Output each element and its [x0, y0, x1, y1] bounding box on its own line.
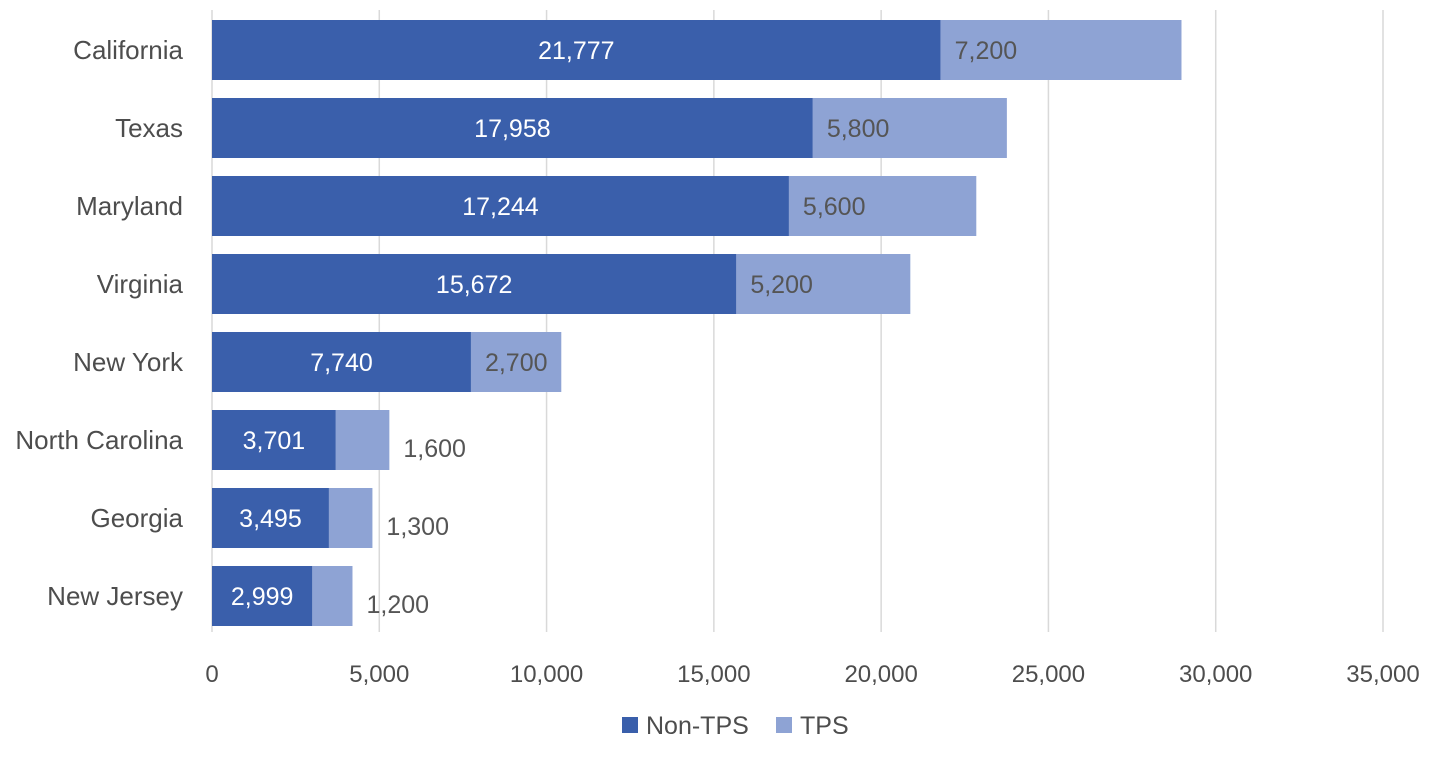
x-tick-label: 15,000: [677, 661, 750, 688]
category-label: New York: [73, 347, 184, 377]
bar-non-tps: [212, 410, 336, 470]
legend-label: TPS: [800, 712, 849, 740]
data-label-tps: 1,300: [386, 513, 449, 541]
bar-non-tps: [212, 20, 941, 80]
x-tick-label: 10,000: [510, 661, 583, 688]
category-label: Maryland: [76, 191, 183, 221]
category-label: California: [73, 35, 183, 65]
x-tick-label: 30,000: [1179, 661, 1252, 688]
data-label-non-tps: 15,672: [436, 271, 512, 299]
bar-tps: [335, 410, 390, 470]
data-label-tps: 1,600: [403, 435, 466, 463]
x-tick-label: 0: [205, 661, 218, 688]
data-label-non-tps: 17,958: [474, 115, 550, 143]
bar-tps: [736, 254, 911, 314]
data-labels: 21,777 7,200 17,958 5,800 17,244 5,600 15,672 5…: [231, 37, 1017, 619]
bar-tps: [788, 176, 977, 236]
bar-tps: [940, 20, 1182, 80]
data-label-tps: 5,800: [827, 115, 890, 143]
data-label-tps: 5,200: [750, 271, 813, 299]
data-label-non-tps: 2,999: [231, 583, 294, 611]
data-label-tps: 5,600: [803, 193, 866, 221]
category-label: North Carolina: [15, 425, 183, 455]
bar-tps: [312, 566, 353, 626]
category-label: New Jersey: [47, 581, 183, 611]
value-axis: 0 5,000 10,000 15,000 20,000 25,000 30,000 35,0…: [205, 661, 1419, 688]
data-label-tps: 1,200: [366, 591, 429, 619]
bar-tps: [470, 332, 562, 392]
bar-non-tps: [212, 254, 737, 314]
data-label-non-tps: 17,244: [462, 193, 539, 221]
data-label-non-tps: 3,495: [239, 505, 302, 533]
data-label-tps: 7,200: [955, 37, 1018, 65]
x-tick-label: 5,000: [349, 661, 409, 688]
category-label: Virginia: [97, 269, 184, 299]
bar-non-tps: [212, 488, 329, 548]
bar-non-tps: [212, 98, 813, 158]
x-tick-label: 35,000: [1346, 661, 1419, 688]
category-axis: California Texas Maryland Virginia New York N…: [15, 35, 184, 611]
bar-non-tps: [212, 566, 313, 626]
data-label-tps: 2,700: [485, 349, 548, 377]
legend-swatch: [776, 717, 792, 733]
bar-non-tps: [212, 176, 789, 236]
legend-swatch: [622, 717, 638, 733]
data-label-non-tps: 3,701: [243, 427, 306, 455]
category-label: Georgia: [91, 503, 184, 533]
bar-non-tps: [212, 332, 471, 392]
legend: Non-TPS TPS: [622, 712, 849, 740]
category-label: Texas: [115, 113, 183, 143]
bar-tps: [328, 488, 373, 548]
x-tick-label: 20,000: [844, 661, 917, 688]
bar-tps: [812, 98, 1007, 158]
data-label-non-tps: 7,740: [310, 349, 373, 377]
x-tick-label: 25,000: [1012, 661, 1085, 688]
bars: [212, 20, 1182, 626]
legend-label: Non-TPS: [646, 712, 749, 740]
data-label-non-tps: 21,777: [538, 37, 614, 65]
